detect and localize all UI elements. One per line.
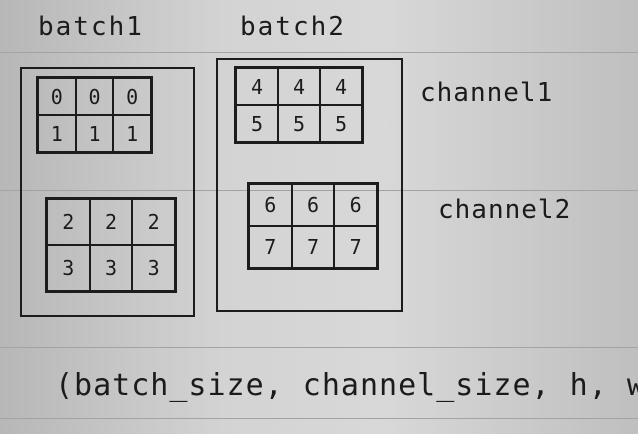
grid-cell: 7 [334,226,377,268]
grid-cell: 2 [89,199,133,245]
grid-cell: 6 [249,184,292,226]
grid-cell: 6 [291,184,335,226]
grid-cell: 1 [113,115,151,152]
grid-cell: 2 [132,199,175,245]
batch1-label: batch1 [38,12,144,42]
grid-cell: 5 [236,105,278,142]
grid-cell: 7 [291,226,335,268]
ruled-line [0,52,638,53]
batch2-box [216,58,403,312]
shape-formula: (batch_size, channel_size, h, w) [55,368,638,403]
ruled-line [0,190,638,191]
channel1-label: channel1 [420,78,554,108]
ruled-line [0,418,638,419]
grid-cell: 4 [320,68,362,105]
grid-cell: 5 [320,105,362,142]
grid-cell: 4 [236,68,278,105]
batch2-label: batch2 [240,12,346,42]
grid-cell: 2 [47,199,90,245]
grid-cell: 3 [132,245,175,291]
grid-cell: 1 [38,115,76,152]
grid-cell: 5 [278,105,320,142]
grid-cell: 0 [113,78,151,115]
grid-cell: 0 [75,78,114,115]
grid-cell: 4 [278,68,320,105]
ruled-line [0,347,638,348]
channel2-label: channel2 [438,195,572,225]
grid-cell: 7 [249,226,292,268]
batch1-box [20,67,195,317]
grid-cell: 3 [47,245,90,291]
grid-cell: 0 [38,78,76,115]
grid-cell: 3 [89,245,133,291]
grid-cell: 6 [334,184,377,226]
grid-cell: 1 [75,115,114,152]
